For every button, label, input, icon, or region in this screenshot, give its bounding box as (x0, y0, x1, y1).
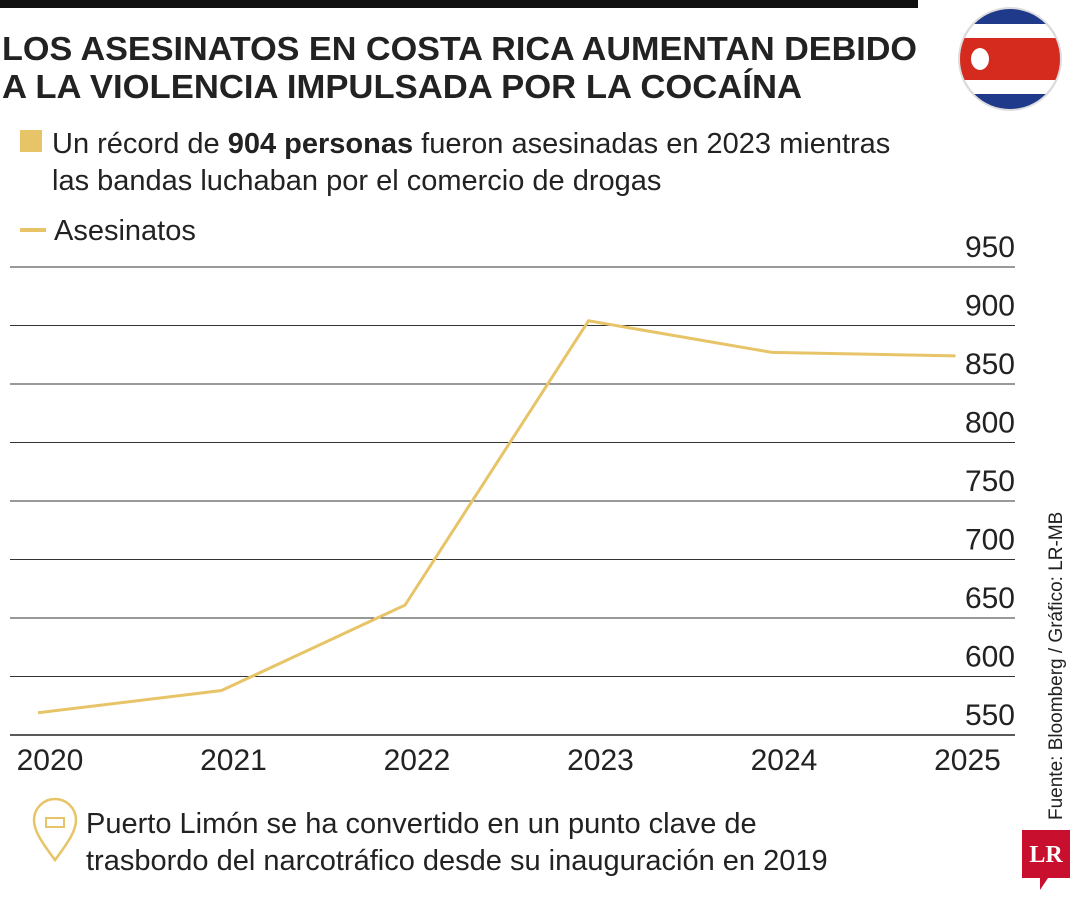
x-tick-label: 2020 (17, 744, 84, 777)
pin-icon (32, 797, 78, 863)
y-tick-label: 850 (965, 348, 1015, 381)
y-tick-label: 900 (965, 290, 1015, 323)
top-bar (0, 0, 918, 8)
x-tick-label: 2023 (567, 744, 634, 777)
y-tick-label: 800 (965, 407, 1015, 440)
y-tick-label: 650 (965, 582, 1015, 615)
y-tick-label: 750 (965, 465, 1015, 498)
subtitle-text: Un récord de (52, 128, 220, 160)
x-tick-label: 2021 (200, 744, 267, 777)
note: trasbordo del narcotráfico desde su inau… (86, 845, 828, 877)
x-tick-label: 2024 (751, 744, 818, 777)
subtitle: las bandas luchaban por el comercio de d… (52, 165, 661, 197)
subtitle-marker (20, 130, 42, 152)
note: Puerto Limón se ha convertido en un punt… (86, 808, 757, 840)
x-tick-label: 2025 (934, 744, 1001, 777)
logo-box (1022, 830, 1070, 890)
y-tick-label: 600 (965, 641, 1015, 674)
source: Fuente: Bloomberg / Gráfico: LR-MB (1046, 512, 1067, 820)
data-line (37, 319, 956, 715)
y-tick-label: 550 (965, 699, 1015, 732)
logo: LR (1029, 842, 1063, 868)
flag (958, 7, 1062, 111)
subtitle: Un récord de 904 personas fueron asesina… (52, 128, 890, 160)
y-tick-label: 700 (965, 524, 1015, 557)
title-line: LOS ASESINATOS EN COSTA RICA AUMENTAN DE… (2, 30, 917, 67)
x-tick-label: 2022 (384, 744, 451, 777)
title-line: A LA VIOLENCIA IMPULSADA POR LA COCAÍNA (2, 68, 802, 105)
legend-label: Asesinatos (54, 215, 196, 247)
subtitle-text: fueron asesinadas en 2023 mientras (421, 128, 890, 160)
subtitle-bold: 904 personas (228, 128, 413, 160)
y-tick-label: 950 (965, 231, 1015, 264)
